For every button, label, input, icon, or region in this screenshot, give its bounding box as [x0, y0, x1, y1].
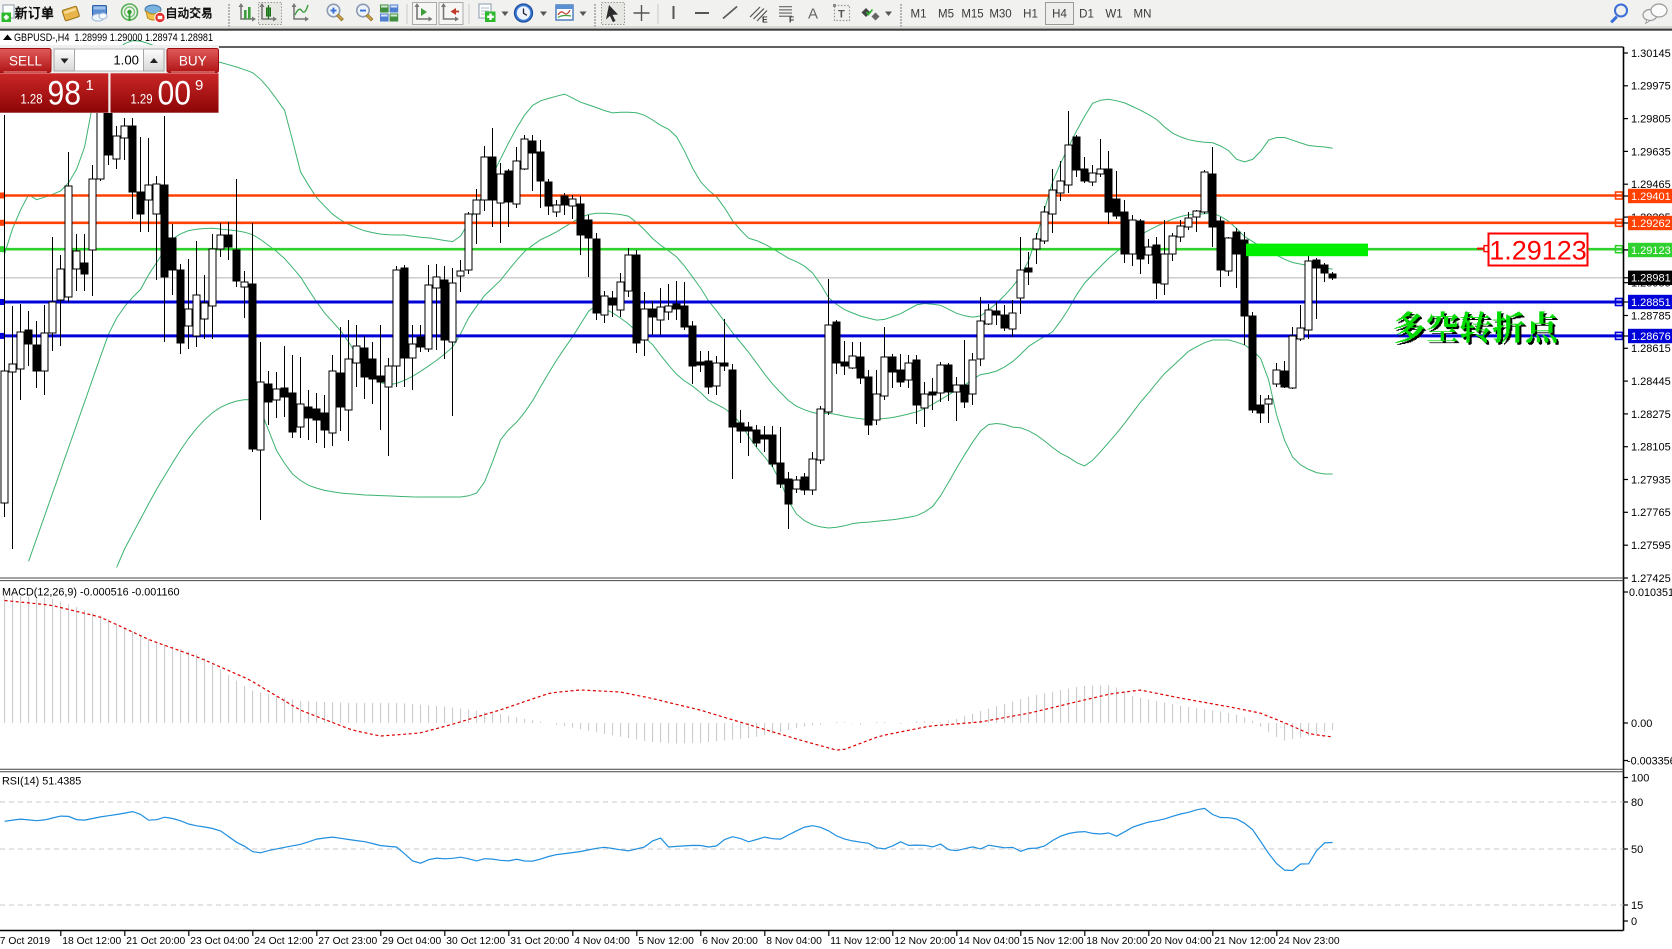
svg-text:T: T	[838, 9, 845, 21]
svg-text:31 Oct 20:00: 31 Oct 20:00	[510, 936, 569, 947]
svg-text:80: 80	[1631, 797, 1643, 809]
svg-text:E: E	[762, 15, 768, 25]
svg-text:1.28981: 1.28981	[1631, 273, 1671, 285]
svg-text:5 Nov 12:00: 5 Nov 12:00	[638, 936, 694, 947]
svg-text:12 Nov 20:00: 12 Nov 20:00	[894, 936, 956, 947]
svg-text:21 Oct 20:00: 21 Oct 20:00	[126, 936, 185, 947]
svg-text:1.28105: 1.28105	[1631, 442, 1671, 454]
svg-text:RSI(14) 51.4385: RSI(14) 51.4385	[2, 776, 81, 788]
svg-text:1.28445: 1.28445	[1631, 376, 1671, 388]
svg-text:4 Nov 04:00: 4 Nov 04:00	[574, 936, 630, 947]
svg-text:1.29123: 1.29123	[1489, 236, 1587, 266]
svg-text:1.28275: 1.28275	[1631, 409, 1671, 421]
svg-text:H1: H1	[1023, 9, 1038, 21]
svg-text:1.28851: 1.28851	[1631, 297, 1671, 309]
svg-text:15 Nov 12:00: 15 Nov 12:00	[1022, 936, 1084, 947]
svg-text:1.28615: 1.28615	[1631, 343, 1671, 355]
svg-text:24 Oct 12:00: 24 Oct 12:00	[254, 936, 313, 947]
svg-text:14 Nov 04:00: 14 Nov 04:00	[958, 936, 1020, 947]
svg-text:GBPUSD-,H4 1.28999 1.29000 1.: GBPUSD-,H4 1.28999 1.29000 1.28974 1.289…	[14, 32, 213, 44]
svg-text:21 Nov 12:00: 21 Nov 12:00	[1214, 936, 1276, 947]
svg-text:1.29401: 1.29401	[1631, 191, 1671, 203]
svg-text:1.30145: 1.30145	[1631, 48, 1671, 60]
svg-text:0.00: 0.00	[1631, 718, 1652, 730]
svg-text:MN: MN	[1134, 9, 1152, 21]
svg-text:98: 98	[48, 75, 82, 113]
svg-text:24 Nov 23:00: 24 Nov 23:00	[1278, 936, 1340, 947]
svg-text:W1: W1	[1105, 9, 1122, 21]
svg-text:1.29975: 1.29975	[1631, 81, 1671, 93]
svg-text:1.28676: 1.28676	[1631, 331, 1671, 343]
svg-text:1.28: 1.28	[21, 92, 43, 107]
svg-text:SELL: SELL	[9, 54, 43, 69]
svg-text:BUY: BUY	[179, 54, 207, 69]
svg-text:D1: D1	[1079, 9, 1094, 21]
svg-text:1.27765: 1.27765	[1631, 507, 1671, 519]
svg-text:1.27595: 1.27595	[1631, 540, 1671, 552]
svg-text:1.00: 1.00	[113, 53, 139, 68]
svg-text:100: 100	[1631, 772, 1649, 784]
svg-text:M15: M15	[961, 9, 983, 21]
svg-text:30 Oct 12:00: 30 Oct 12:00	[446, 936, 505, 947]
svg-text:18 Oct 12:00: 18 Oct 12:00	[62, 936, 121, 947]
svg-text:M5: M5	[938, 9, 954, 21]
svg-text:00: 00	[158, 75, 192, 113]
svg-text:1.29123: 1.29123	[1631, 245, 1671, 257]
svg-text:1.29465: 1.29465	[1631, 179, 1671, 191]
svg-text:1.29: 1.29	[131, 92, 153, 107]
svg-text:6 Nov 20:00: 6 Nov 20:00	[702, 936, 758, 947]
svg-text:8 Nov 04:00: 8 Nov 04:00	[766, 936, 822, 947]
svg-text:F: F	[789, 15, 794, 25]
svg-text:1.29262: 1.29262	[1631, 218, 1671, 230]
svg-text:17 Oct 2019: 17 Oct 2019	[0, 936, 50, 947]
svg-text:15: 15	[1631, 900, 1643, 912]
svg-text:0.010351: 0.010351	[1629, 587, 1672, 599]
svg-text:1: 1	[86, 77, 94, 94]
svg-text:11 Nov 12:00: 11 Nov 12:00	[830, 936, 891, 947]
svg-text:M30: M30	[989, 9, 1011, 21]
svg-text:1.29635: 1.29635	[1631, 146, 1671, 158]
svg-text:-0.003356: -0.003356	[1627, 755, 1672, 767]
svg-text:1.29805: 1.29805	[1631, 114, 1671, 126]
svg-text:18 Nov 20:00: 18 Nov 20:00	[1086, 936, 1148, 947]
svg-text:MACD(12,26,9) -0.000516 -0.001: MACD(12,26,9) -0.000516 -0.001160	[2, 587, 179, 599]
svg-text:1.27425: 1.27425	[1631, 573, 1671, 585]
svg-text:A: A	[808, 6, 818, 23]
svg-text:1.28785: 1.28785	[1631, 310, 1671, 322]
svg-text:9: 9	[195, 77, 203, 94]
svg-text:1.27935: 1.27935	[1631, 474, 1671, 486]
svg-text:50: 50	[1631, 844, 1643, 856]
svg-text:0: 0	[1631, 916, 1637, 928]
svg-text:27 Oct 23:00: 27 Oct 23:00	[318, 936, 377, 947]
svg-text:20 Nov 04:00: 20 Nov 04:00	[1150, 936, 1212, 947]
svg-text:M1: M1	[911, 9, 927, 21]
svg-text:29 Oct 04:00: 29 Oct 04:00	[382, 936, 441, 947]
svg-text:H4: H4	[1052, 9, 1067, 21]
svg-text:23 Oct 04:00: 23 Oct 04:00	[190, 936, 249, 947]
